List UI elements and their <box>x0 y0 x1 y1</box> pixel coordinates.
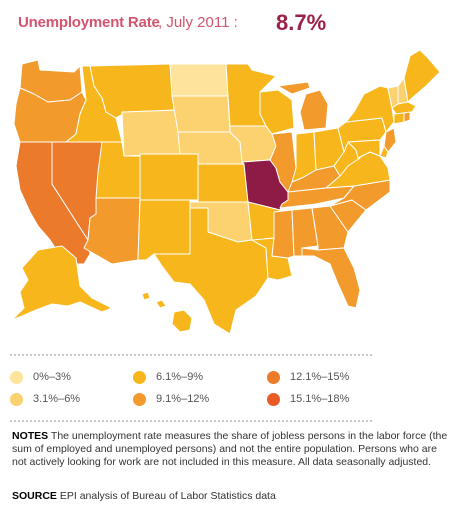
state-ct[interactable] <box>393 112 405 125</box>
state-de[interactable] <box>379 145 389 159</box>
legend-swatch-0 <box>10 371 23 384</box>
state-nj[interactable] <box>383 127 397 153</box>
source: SOURCE EPI analysis of Bureau of Labor S… <box>12 490 452 503</box>
state-mi[interactable] <box>277 81 329 131</box>
state-ks[interactable] <box>197 163 249 203</box>
us-map-svg <box>11 49 441 335</box>
state-nm[interactable] <box>137 199 191 261</box>
legend-swatch-3 <box>133 393 146 406</box>
legend: 0%–3% 3.1%–6% 6.1%–9% 9.1%–12% 12.1%–15%… <box>10 364 390 414</box>
notes-text: The unemployment rate measures the share… <box>12 430 448 468</box>
state-hi[interactable] <box>141 291 193 333</box>
legend-label-0: 0%–3% <box>33 371 71 383</box>
national-rate-value: 8.7% <box>276 10 327 35</box>
legend-swatch-2 <box>133 371 146 384</box>
divider-top <box>10 354 372 356</box>
state-ak[interactable] <box>11 245 113 321</box>
state-ms[interactable] <box>271 209 295 259</box>
state-sd[interactable] <box>171 95 231 133</box>
legend-swatch-5 <box>267 393 280 406</box>
state-tx[interactable] <box>153 207 269 335</box>
state-fl[interactable] <box>301 247 361 309</box>
notes-label: NOTES <box>12 430 49 442</box>
state-nd[interactable] <box>169 63 229 97</box>
state-co[interactable] <box>139 153 199 201</box>
legend-label-4: 12.1%–15% <box>290 371 350 383</box>
state-il[interactable] <box>269 131 297 193</box>
legend-swatch-4 <box>267 371 280 384</box>
map-date: , July 2011 : <box>158 14 238 31</box>
source-label: SOURCE <box>12 490 57 502</box>
notes: NOTES The unemployment rate measures the… <box>12 430 452 469</box>
source-text: EPI analysis of Bureau of Labor Statisti… <box>56 490 276 502</box>
state-wy[interactable] <box>121 109 181 157</box>
state-ri[interactable] <box>403 111 411 123</box>
legend-swatch-1 <box>10 393 23 406</box>
us-map <box>8 42 453 347</box>
divider-bottom <box>10 420 372 422</box>
state-md[interactable] <box>347 139 381 159</box>
header: Unemployment Rate , July 2011 : 8.7% <box>18 10 438 40</box>
legend-label-5: 15.1%–18% <box>290 393 350 405</box>
legend-label-1: 3.1%–6% <box>33 393 81 405</box>
legend-label-3: 9.1%–12% <box>156 393 210 405</box>
state-me[interactable] <box>403 49 441 103</box>
map-title: Unemployment Rate <box>18 14 160 31</box>
state-wi[interactable] <box>259 89 295 135</box>
legend-label-2: 6.1%–9% <box>156 371 204 383</box>
